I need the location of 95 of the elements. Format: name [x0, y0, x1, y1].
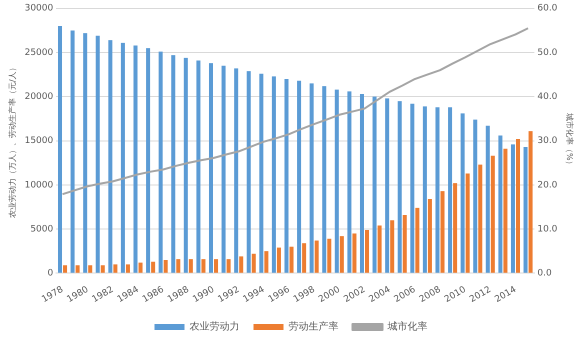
bar — [184, 58, 188, 273]
bar — [214, 259, 218, 273]
y-tick-label: 20000 — [24, 92, 54, 102]
bar — [297, 80, 302, 273]
bar — [264, 251, 268, 273]
bar — [422, 106, 427, 273]
bar — [428, 199, 432, 273]
bar — [334, 90, 339, 273]
bar — [385, 98, 390, 273]
y2-tick-label: 40.0 — [537, 92, 558, 102]
bar — [448, 107, 452, 273]
bar — [113, 264, 118, 273]
bar — [486, 126, 490, 273]
legend-label: 劳动生产率 — [288, 320, 338, 333]
bar — [347, 91, 352, 273]
bar — [272, 76, 276, 273]
y2-tick-label: 60.0 — [537, 4, 558, 14]
bar — [310, 83, 314, 273]
y2-tick-label: 10.0 — [537, 224, 558, 234]
bar — [327, 238, 332, 273]
bar — [108, 40, 112, 273]
bar — [126, 264, 130, 273]
bar — [410, 104, 414, 273]
bar — [322, 86, 326, 273]
bar — [58, 26, 62, 273]
bar — [402, 214, 407, 273]
bar — [473, 120, 478, 273]
y-tick-label: 15000 — [24, 136, 54, 146]
bar — [276, 248, 281, 273]
bar — [360, 94, 364, 273]
legend-label: 农业劳动力 — [190, 320, 240, 333]
bar — [498, 136, 502, 273]
bar — [151, 262, 156, 273]
y2-axis-title: 城市化率（%） — [565, 112, 574, 169]
bar — [196, 60, 200, 273]
bar — [365, 230, 370, 273]
y-tick-label: 5000 — [30, 224, 54, 234]
bar — [398, 101, 402, 273]
bar — [516, 139, 520, 273]
y-tick-label: 30000 — [24, 4, 54, 14]
y2-tick-label: 50.0 — [537, 48, 558, 58]
bar — [171, 55, 176, 273]
y2-tick-label: 20.0 — [537, 180, 558, 190]
bar — [528, 131, 533, 273]
y2-tick-label: 30.0 — [537, 136, 558, 146]
bar — [164, 260, 168, 273]
bar — [226, 259, 231, 273]
bar — [453, 183, 458, 273]
bar — [246, 71, 251, 273]
bar — [259, 74, 264, 273]
bar — [158, 52, 163, 273]
y2-tick-label: 0.0 — [537, 268, 552, 279]
bar — [208, 63, 214, 273]
bar — [176, 259, 180, 273]
bar — [435, 107, 440, 273]
bar — [239, 256, 244, 273]
bar — [88, 265, 92, 273]
bar — [138, 262, 143, 273]
bar — [524, 146, 528, 273]
bar — [70, 30, 75, 273]
bar — [290, 246, 294, 273]
bar — [372, 96, 377, 273]
legend-label: 城市化率 — [386, 320, 428, 333]
bar — [352, 233, 356, 273]
bar — [234, 68, 238, 273]
bar — [284, 79, 288, 273]
bar — [478, 164, 482, 273]
y-tick-label: 25000 — [24, 48, 54, 58]
bar — [252, 254, 256, 273]
y-axis-title: 农业劳动力（万人）、劳动生产率（元/人） — [8, 63, 17, 218]
bar — [503, 148, 508, 273]
y-tick-label: 10000 — [24, 180, 54, 190]
bar — [440, 191, 445, 273]
bar — [100, 265, 105, 273]
bar — [490, 156, 495, 273]
bar — [390, 220, 394, 273]
bar — [415, 208, 420, 273]
bar — [76, 265, 80, 273]
bar — [466, 173, 470, 273]
bar — [222, 66, 226, 273]
bar — [146, 48, 150, 273]
bar — [302, 243, 306, 273]
bar — [201, 259, 206, 273]
bar — [314, 240, 319, 273]
bar — [510, 144, 515, 273]
bar — [83, 33, 88, 273]
bar — [96, 36, 100, 273]
bar — [133, 45, 138, 273]
bar — [460, 113, 465, 273]
bar — [378, 226, 382, 273]
bar — [340, 236, 344, 273]
bar — [63, 265, 68, 273]
y-tick-label: 0 — [47, 268, 54, 279]
bar — [120, 42, 125, 273]
bar — [188, 259, 193, 273]
